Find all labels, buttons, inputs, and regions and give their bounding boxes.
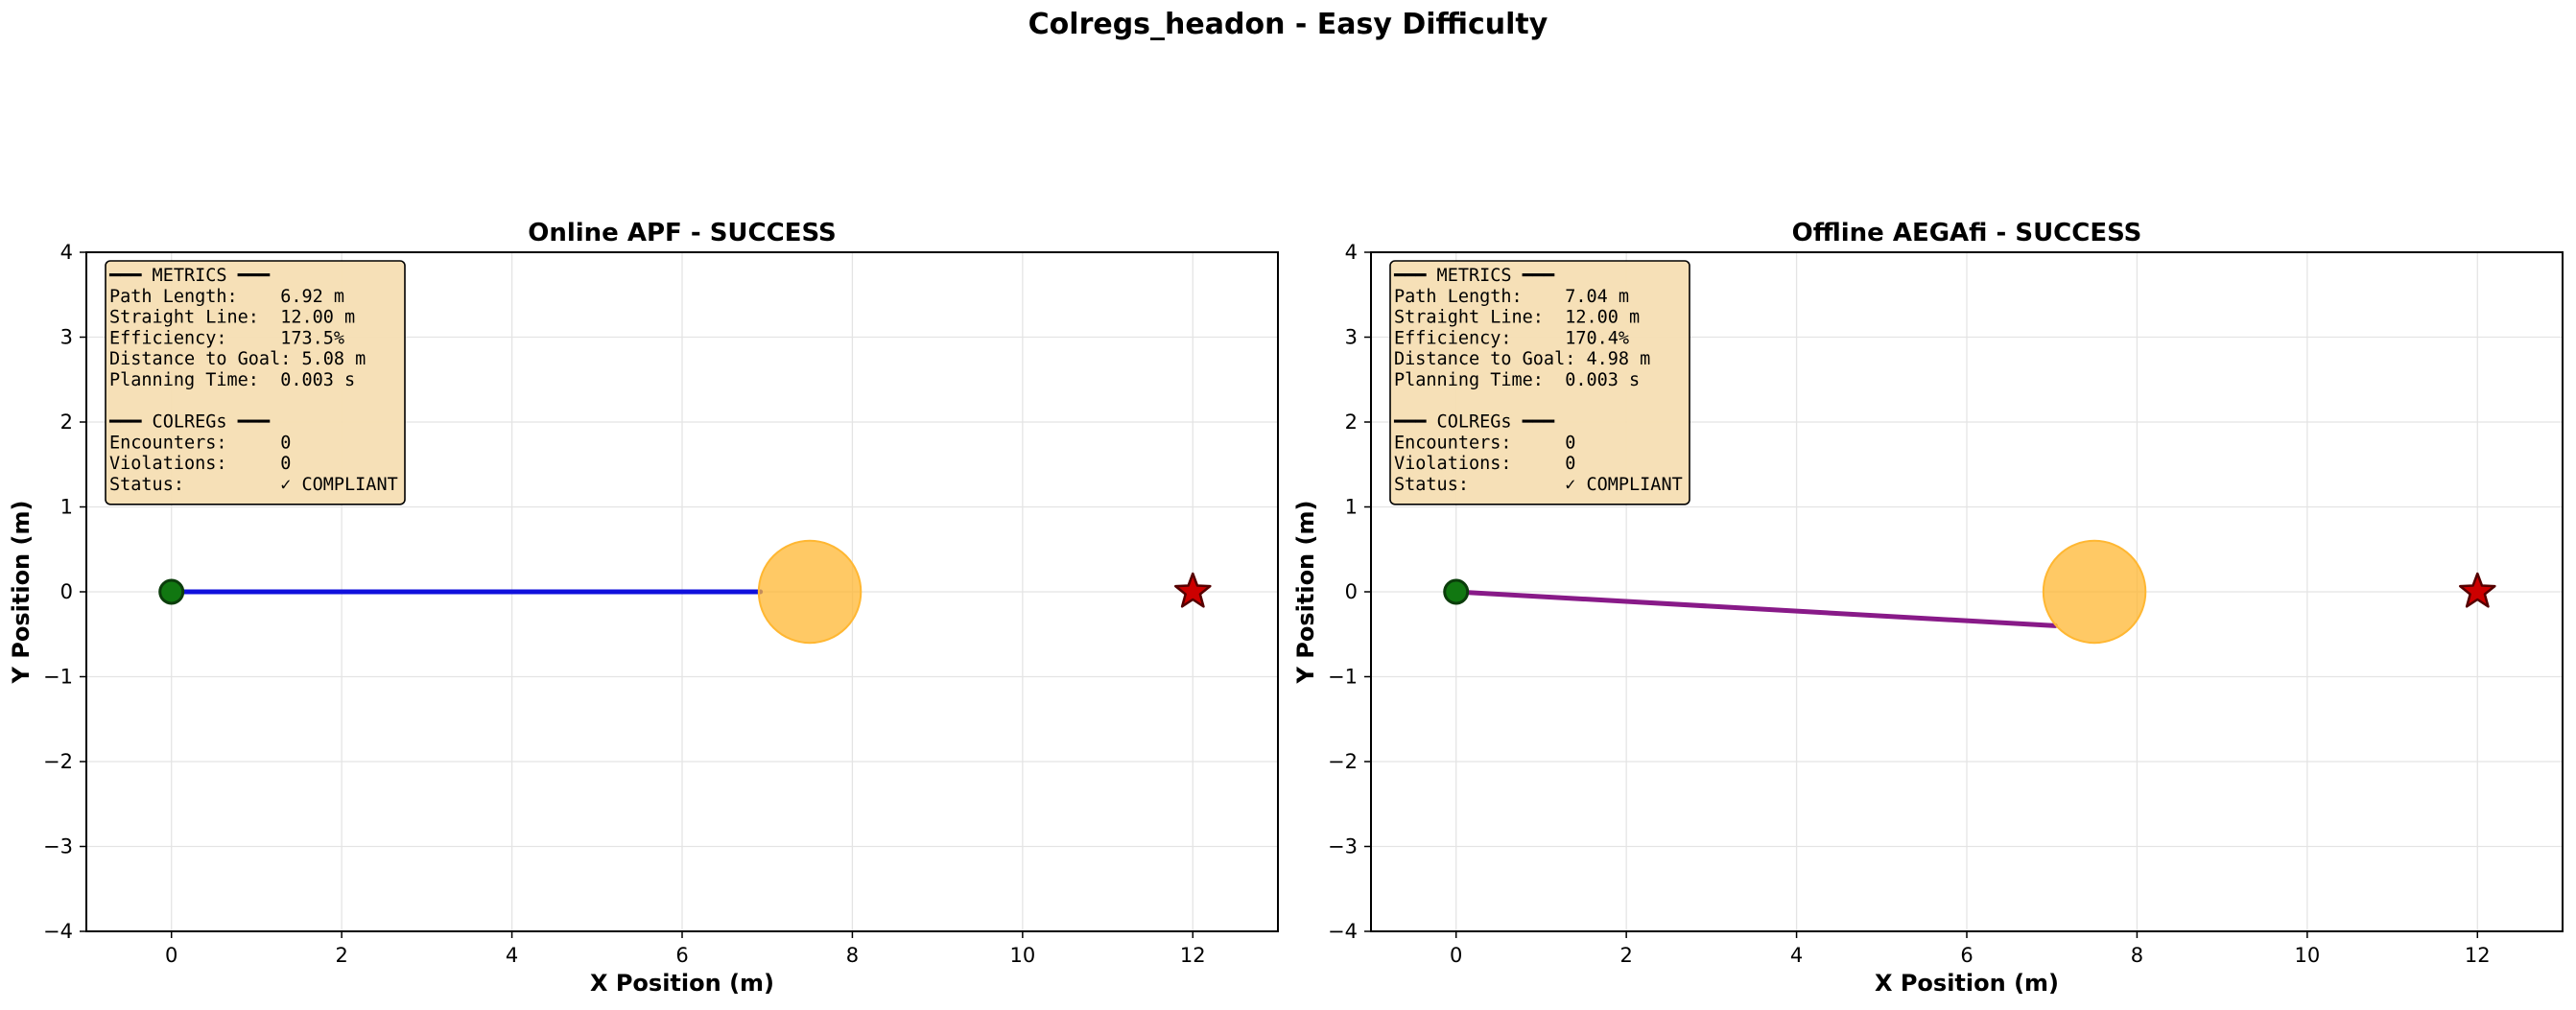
chart-0-y-tick-label-3: −1 [43, 666, 73, 689]
chart-0-metrics-box-bg [105, 260, 406, 505]
chart-1-y-tick-label-6: 2 [1345, 411, 1358, 434]
chart-1-metrics-line-0: ━━━ METRICS ━━━ [1393, 266, 1555, 286]
chart-0-x-tick-label-4: 8 [846, 944, 859, 967]
chart-1-x-tick-label-5: 10 [2294, 944, 2320, 967]
chart-0-metrics-line-4: Distance to Goal: 5.08 m [109, 349, 366, 369]
chart-1-x-tick-label-2: 4 [1790, 944, 1803, 967]
chart-1-path-line [1453, 589, 2058, 628]
chart-1-y-tick-label-8: 4 [1345, 241, 1358, 264]
chart-1-start-marker [1443, 578, 1470, 605]
chart-1-goal-star [2458, 572, 2496, 608]
chart-0-x-tick-label-6: 12 [1180, 944, 1206, 967]
chart-0-y-tick-label-5: 1 [60, 496, 73, 519]
chart-0-metrics-line-0: ━━━ METRICS ━━━ [108, 266, 271, 286]
chart-0-y-tick-label-8: 4 [60, 241, 73, 264]
chart-1-obstacle-circle [2042, 539, 2147, 645]
chart-1-y-tick-label-3: −1 [1328, 666, 1358, 689]
chart-1-metrics-line-1: Path Length: 7.04 m [1394, 287, 1629, 307]
chart-1-metrics-line-5: Planning Time: 0.003 s [1394, 370, 1640, 390]
chart-0-x-tick-label-3: 6 [675, 944, 688, 967]
chart-0-metrics-line-1: Path Length: 6.92 m [109, 287, 344, 307]
chart-0-metrics-box: ━━━ METRICS ━━━Path Length: 6.92 mStraig… [105, 260, 406, 505]
chart-0-metrics-line-7: ━━━ COLREGs ━━━ [108, 412, 271, 433]
chart-0-metrics-line-5: Planning Time: 0.003 s [109, 370, 355, 390]
chart-0-metrics-line-9: Violations: 0 [109, 454, 291, 474]
chart-0-y-tick-label-7: 3 [60, 326, 73, 349]
chart-0-x-tick-label-0: 0 [165, 944, 177, 967]
chart-0-metrics-line-10: Status: ✓ COMPLIANT [109, 475, 398, 495]
chart-0-metrics-line-2: Straight Line: 12.00 m [109, 308, 355, 328]
chart-1-title: Offline AEGAfi - SUCCESS [1792, 219, 2142, 247]
chart-1-ylabel: Y Position (m) [1292, 501, 1319, 685]
chart-1-x-tick-label-0: 0 [1450, 944, 1462, 967]
chart-0-y-tick-label-0: −4 [43, 920, 73, 943]
chart-0-start-marker [158, 578, 185, 605]
chart-1-metrics-line-9: Violations: 0 [1394, 454, 1575, 474]
chart-0-goal-star [1173, 572, 1212, 608]
chart-0-x-tick-label-5: 10 [1009, 944, 1035, 967]
chart-1-metrics-box-bg [1389, 260, 1690, 505]
chart-1-metrics-line-8: Encounters: 0 [1394, 433, 1575, 453]
chart-1-y-tick-label-5: 1 [1345, 496, 1358, 519]
chart-1-x-tick-label-4: 8 [2131, 944, 2143, 967]
chart-1-metrics-line-3: Efficiency: 170.4% [1394, 328, 1629, 348]
chart-0-y-tick-label-4: 0 [60, 580, 73, 603]
chart-0-xlabel: X Position (m) [590, 970, 774, 997]
chart-0-y-tick-label-1: −3 [43, 835, 73, 858]
chart-1-metrics-line-2: Straight Line: 12.00 m [1394, 308, 1640, 328]
chart-0-x-tick-label-1: 2 [335, 944, 347, 967]
chart-0-obstacle-circle [757, 539, 863, 645]
chart-1-y-tick-label-2: −2 [1328, 750, 1358, 773]
chart-0-ylabel: Y Position (m) [8, 501, 35, 685]
chart-0-metrics-line-8: Encounters: 0 [109, 433, 291, 453]
chart-0-y-tick-label-6: 2 [60, 411, 73, 434]
chart-1-metrics-line-7: ━━━ COLREGs ━━━ [1393, 412, 1555, 433]
chart-1-x-tick-label-3: 6 [1960, 944, 1973, 967]
chart-1-y-tick-label-0: −4 [1328, 920, 1358, 943]
chart-1-metrics-box: ━━━ METRICS ━━━Path Length: 7.04 mStraig… [1389, 260, 1690, 505]
chart-0-title: Online APF - SUCCESS [528, 219, 837, 247]
chart-0-metrics-line-3: Efficiency: 173.5% [109, 328, 344, 348]
chart-0-x-tick-label-2: 4 [506, 944, 518, 967]
chart-1-metrics-line-4: Distance to Goal: 4.98 m [1394, 349, 1650, 369]
figure-title: Colregs_headon - Easy Difficulty [1028, 8, 1548, 41]
chart-1-y-tick-label-1: −3 [1328, 835, 1358, 858]
chart-0-y-tick-label-2: −2 [43, 750, 73, 773]
chart-1-x-tick-label-1: 2 [1619, 944, 1632, 967]
chart-1-y-tick-label-4: 0 [1345, 580, 1358, 603]
chart-1-metrics-line-10: Status: ✓ COMPLIANT [1394, 475, 1683, 495]
chart-1-xlabel: X Position (m) [1875, 970, 2059, 997]
chart-1-x-tick-label-6: 12 [2465, 944, 2491, 967]
chart-1-y-tick-label-7: 3 [1345, 326, 1358, 349]
